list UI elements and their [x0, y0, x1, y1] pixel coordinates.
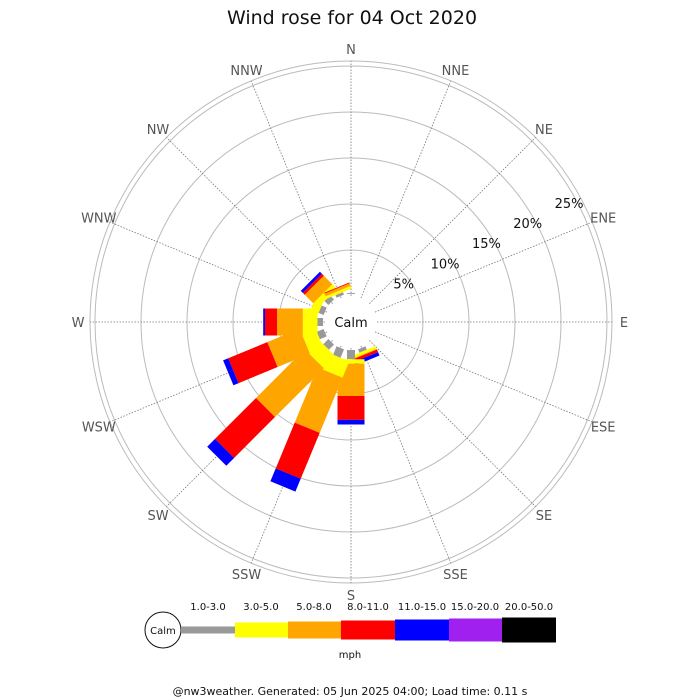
- ring-label-3: 15%: [472, 237, 501, 252]
- legend-swatch-7: [502, 617, 556, 643]
- bar-nnw-bin-4: [324, 282, 350, 294]
- direction-label-wnw: WNW: [81, 212, 117, 227]
- bar-s-bin-4: [337, 396, 365, 420]
- direction-label-se: SE: [536, 509, 552, 524]
- bar-sw-bin-5: [207, 438, 235, 466]
- legend-swatch-1: [181, 626, 235, 634]
- footer-text: @nw3weather. Generated: 05 Jun 2025 04:0…: [173, 685, 528, 698]
- bar-ssw-bin-4: [275, 422, 320, 479]
- bar-wsw-bin-3: [267, 328, 310, 367]
- bar-ssw-bin-1: [333, 346, 344, 358]
- direction-label-ese: ESE: [591, 421, 616, 436]
- legend-swatch-5: [395, 619, 449, 641]
- direction-label-w: W: [72, 316, 85, 331]
- bar-sw-bin-4: [215, 398, 275, 458]
- legend-swatch-4: [341, 620, 395, 640]
- bar-w-bin-3: [277, 308, 303, 336]
- bar-w-bin-1: [317, 318, 323, 326]
- direction-label-ene: ENE: [590, 212, 616, 227]
- direction-label-n: N: [346, 43, 356, 58]
- bar-wnw-bin-1: [318, 305, 327, 315]
- bar-sse-bin-3: [351, 348, 377, 360]
- bar-nw-bin-1: [324, 295, 334, 305]
- calm-center: Calm: [327, 298, 375, 346]
- legend-bin-label-4: 8.0-11.0: [347, 602, 389, 613]
- bar-nnw-bin-3: [324, 283, 351, 297]
- direction-label-nw: NW: [147, 123, 170, 138]
- ring-labels: 5% 10% 15% 20% 25%: [393, 197, 583, 293]
- chart-title: Wind rose for 04 Oct 2020: [227, 7, 477, 29]
- bar-ssw-bin-3: [294, 367, 343, 433]
- spoke-nnw: [250, 80, 342, 299]
- direction-label-nne: NNE: [442, 64, 470, 79]
- bar-s-bin-1: [347, 350, 355, 360]
- legend-bin-label-5: 11.0-15.0: [398, 602, 446, 613]
- legend-swatch-6: [449, 618, 502, 642]
- spoke-ne: [369, 137, 536, 304]
- direction-label-sw: SW: [147, 509, 168, 524]
- direction-label-s: S: [347, 589, 355, 604]
- bar-sse-bin-2: [350, 346, 377, 359]
- bar-wsw-bin-5: [223, 358, 239, 386]
- grid-ring-5: [94, 65, 608, 579]
- bar-sw-bin-1: [323, 339, 334, 350]
- direction-label-e: E: [620, 316, 628, 331]
- bar-nw-bin-5: [300, 271, 322, 293]
- legend-bin-label-3: 5.0-8.0: [296, 602, 331, 613]
- direction-label-ne: NE: [535, 123, 553, 138]
- ring-label-5: 25%: [555, 197, 584, 212]
- spoke-wnw: [109, 221, 328, 313]
- ring-label-4: 20%: [513, 217, 542, 232]
- bar-sw-bin-3: [256, 349, 324, 417]
- bar-nnw-bin-1: [335, 292, 344, 298]
- wind-bars: [207, 271, 380, 492]
- legend-calm-label: Calm: [150, 626, 176, 637]
- ring-label-2: 10%: [431, 257, 460, 272]
- spoke-se: [369, 340, 536, 507]
- direction-labels: N NNE NE ENE E ESE SE SSE S SSW SW WSW W WNW NW NNW: [72, 43, 629, 604]
- bar-sse-bin-1: [358, 346, 367, 353]
- bar-nw-bin-3: [304, 275, 333, 304]
- spoke-nw: [166, 137, 333, 304]
- bar-s-bin-5: [337, 419, 365, 425]
- direction-label-sse: SSE: [443, 568, 468, 583]
- spoke-ene: [374, 221, 593, 313]
- bar-n-bin-1: [347, 293, 355, 294]
- calm-label: Calm: [334, 316, 367, 331]
- legend-bin-label-2: 3.0-5.0: [243, 602, 278, 613]
- legend-swatch-2: [235, 622, 288, 638]
- legend-bin-label-1: 1.0-3.0: [190, 602, 225, 613]
- ring-label-1: 5%: [393, 277, 414, 292]
- spoke-ese: [374, 331, 593, 423]
- legend-bin-label-6: 15.0-20.0: [451, 602, 499, 613]
- legend-units: mph: [339, 650, 361, 661]
- bar-nnw-bin-2: [325, 285, 352, 299]
- spoke-nne: [360, 80, 452, 299]
- legend: Calm 1.0-3.0 3.0-5.0 5.0-8.0 8.0-11.0 11.0-15…: [144, 602, 556, 661]
- bar-wsw-bin-4: [228, 342, 278, 384]
- spoke-sse: [360, 345, 452, 564]
- bar-sse-bin-4: [352, 349, 379, 363]
- legend-bin-label-7: 20.0-50.0: [505, 602, 553, 613]
- bar-ssw-bin-5: [270, 468, 301, 492]
- bar-w-bin-5: [263, 308, 265, 336]
- bar-nw-bin-4: [302, 273, 324, 295]
- bar-wsw-bin-1: [316, 329, 327, 340]
- grid-ring-2: [232, 203, 470, 441]
- direction-label-wsw: WSW: [82, 421, 116, 436]
- direction-label-ssw: SSW: [232, 568, 262, 583]
- bar-w-bin-4: [265, 308, 277, 336]
- direction-label-nnw: NNW: [230, 64, 262, 79]
- legend-swatch-3: [288, 621, 341, 639]
